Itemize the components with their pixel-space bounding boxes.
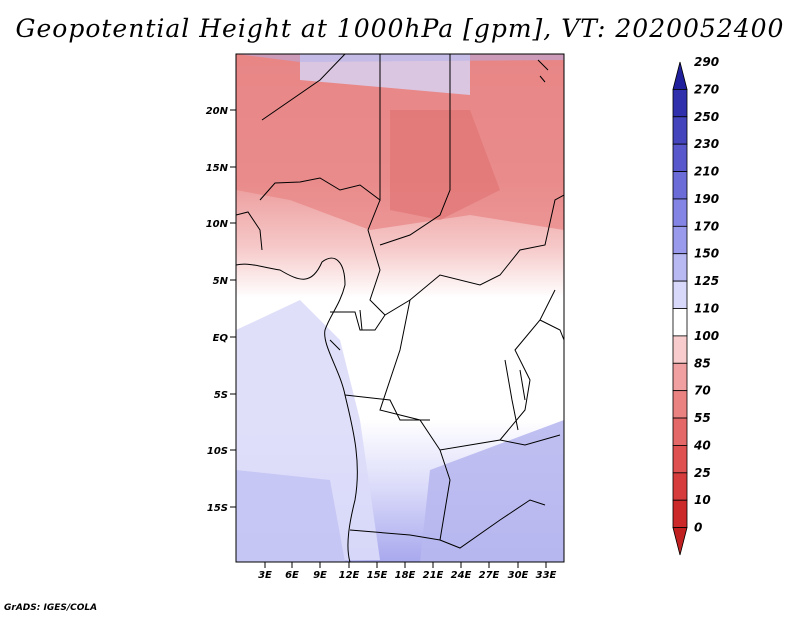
lon-label: 24E — [451, 570, 472, 581]
colorbar-label: 40 — [693, 438, 711, 452]
country-borders — [236, 54, 564, 562]
map-frame — [235, 53, 565, 563]
colorbar-segment — [672, 88, 688, 118]
lat-label: 10N — [206, 219, 229, 230]
colorbar-segment — [672, 225, 688, 255]
colorbar-segment — [672, 499, 688, 529]
height-field-north-edge — [236, 54, 564, 62]
colorbar-segment — [672, 335, 688, 364]
colorbar-segment — [672, 198, 688, 227]
colorbar: 0 10 25 40 55 70 85 100 110 125 150 170 190 210 230 250… — [672, 55, 719, 556]
colorbar-label: 190 — [694, 192, 719, 206]
height-field-southeast — [420, 420, 564, 562]
colorbar-label: 150 — [694, 247, 719, 261]
colorbar-segment — [672, 390, 688, 419]
height-field-sahara-low — [300, 54, 470, 95]
lon-label: 15E — [367, 570, 388, 581]
colorbar-label: 270 — [694, 82, 719, 96]
colorbar-segment — [672, 61, 688, 90]
lon-label: 18E — [395, 570, 416, 581]
lon-label: 3E — [258, 570, 272, 581]
colorbar-label: 290 — [694, 55, 719, 69]
height-field-core — [390, 110, 500, 220]
latitude-axis: 20N 15N 10N 5N EQ 5S 10S 15S — [206, 106, 236, 514]
colorbar-segment — [672, 308, 688, 337]
colorbar-segment — [672, 143, 688, 172]
colorbar-segment — [672, 417, 688, 446]
colorbar-segment — [672, 171, 688, 200]
colorbar-segment — [672, 253, 688, 282]
lon-label: 21E — [423, 570, 444, 581]
colorbar-segment — [672, 445, 688, 474]
lat-label: 20N — [206, 106, 229, 117]
lat-label: EQ — [213, 333, 229, 344]
colorbar-label: 70 — [694, 384, 711, 398]
lat-label: 5S — [214, 390, 228, 401]
colorbar-label: 10 — [694, 493, 711, 507]
colorbar-label: 100 — [694, 329, 719, 343]
colorbar-label: 85 — [694, 356, 711, 370]
colorbar-segment — [672, 472, 688, 501]
lon-label: 33E — [536, 570, 557, 581]
colorbar-segment — [672, 280, 688, 309]
colorbar-label: 230 — [694, 137, 719, 151]
colorbar-label: 0 — [694, 521, 702, 535]
colorbar-segment — [672, 362, 688, 392]
colorbar-label: 250 — [694, 110, 719, 124]
colorbar-label: 210 — [694, 165, 719, 179]
lon-label: 27E — [479, 570, 500, 581]
lat-label: 15N — [206, 163, 229, 174]
lat-label: 15S — [207, 503, 228, 514]
colorbar-segment — [672, 527, 688, 556]
lon-label: 6E — [285, 570, 299, 581]
longitude-axis: 3E 6E 9E 12E 15E 18E 21E 24E 27E 30E 33E — [258, 562, 557, 581]
map-panel — [236, 54, 564, 562]
height-field-southwest — [236, 470, 345, 562]
lat-label: 5N — [213, 276, 229, 287]
colorbar-label: 25 — [694, 466, 711, 480]
colorbar-label: 110 — [694, 302, 719, 316]
colorbar-label: 170 — [694, 219, 719, 233]
lat-label: 10S — [207, 446, 228, 457]
colorbar-label: 125 — [694, 274, 719, 288]
lon-label: 12E — [339, 570, 360, 581]
lon-label: 30E — [508, 570, 529, 581]
chart-title: Geopotential Height at 1000hPa [gpm], VT… — [15, 14, 785, 43]
colorbar-segment — [672, 116, 688, 145]
footer-credit: GrADS: IGES/COLA — [4, 603, 98, 613]
colorbar-label: 55 — [694, 411, 711, 425]
lon-label: 9E — [313, 570, 327, 581]
